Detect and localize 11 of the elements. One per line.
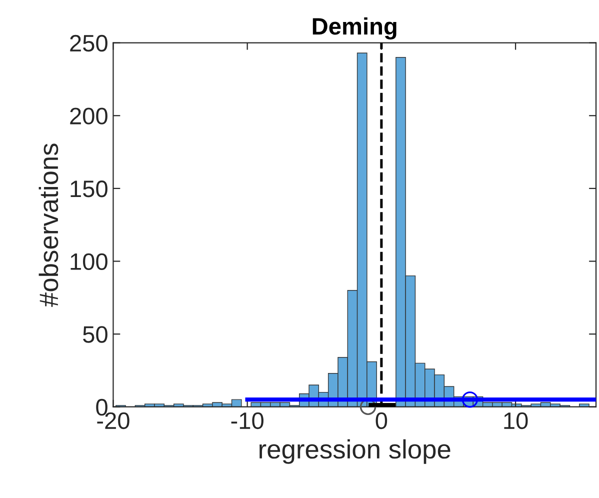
x-tick-label: -10 [231,412,264,430]
x-tick-label: 0 [376,412,388,430]
y-axis-title: #observations [38,144,58,307]
chart-title: Deming [312,17,396,40]
y-tick-label: 100 [70,253,108,270]
y-tick-label: 250 [70,34,108,52]
y-tick-label: 50 [83,326,108,343]
x-tick-label: 10 [504,412,528,430]
x-axis-title: regression slope [260,439,450,464]
y-tick-label: 150 [70,180,108,198]
y-tick-label: 200 [70,108,108,124]
